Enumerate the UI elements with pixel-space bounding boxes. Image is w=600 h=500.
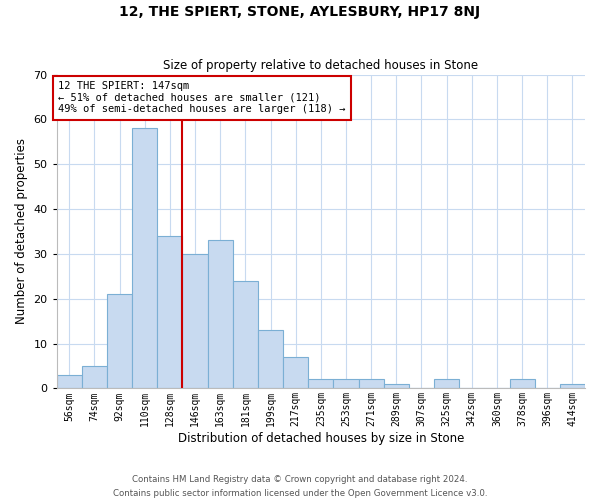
Bar xyxy=(560,384,585,388)
Bar xyxy=(208,240,233,388)
Bar xyxy=(359,380,384,388)
X-axis label: Distribution of detached houses by size in Stone: Distribution of detached houses by size … xyxy=(178,432,464,445)
Text: 12 THE SPIERT: 147sqm
← 51% of detached houses are smaller (121)
49% of semi-det: 12 THE SPIERT: 147sqm ← 51% of detached … xyxy=(58,82,346,114)
Bar xyxy=(107,294,132,388)
Bar xyxy=(434,380,459,388)
Bar xyxy=(308,380,334,388)
Bar xyxy=(509,380,535,388)
Y-axis label: Number of detached properties: Number of detached properties xyxy=(15,138,28,324)
Title: Size of property relative to detached houses in Stone: Size of property relative to detached ho… xyxy=(163,59,478,72)
Text: 12, THE SPIERT, STONE, AYLESBURY, HP17 8NJ: 12, THE SPIERT, STONE, AYLESBURY, HP17 8… xyxy=(119,5,481,19)
Bar xyxy=(182,254,208,388)
Bar xyxy=(384,384,409,388)
Bar xyxy=(283,357,308,388)
Bar xyxy=(233,281,258,388)
Text: Contains HM Land Registry data © Crown copyright and database right 2024.
Contai: Contains HM Land Registry data © Crown c… xyxy=(113,476,487,498)
Bar xyxy=(258,330,283,388)
Bar xyxy=(132,128,157,388)
Bar xyxy=(57,375,82,388)
Bar xyxy=(82,366,107,388)
Bar xyxy=(334,380,359,388)
Bar xyxy=(157,236,182,388)
